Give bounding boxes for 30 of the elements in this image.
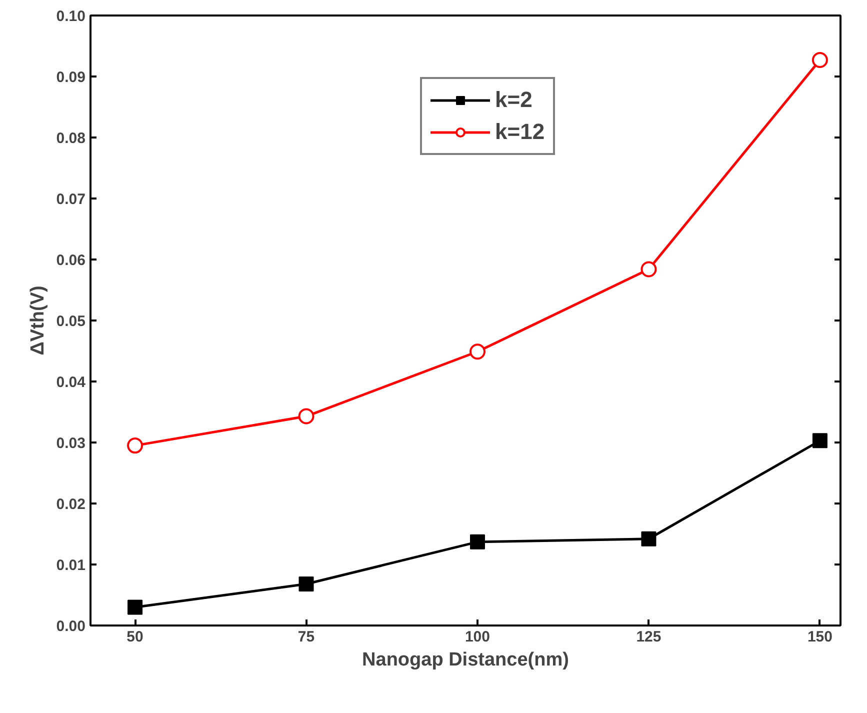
point	[812, 52, 828, 68]
y-tick-label: 0.07	[56, 191, 86, 208]
y-tick-label: 0.05	[56, 313, 86, 330]
point	[298, 576, 314, 592]
point	[469, 344, 486, 360]
y-tick-label: 0.03	[56, 435, 86, 452]
y-tick-label: 0.01	[56, 557, 86, 574]
y-tick-label: 0.08	[56, 130, 86, 147]
y-axis-title: ΔVth(V)	[27, 286, 48, 356]
legend-label: k=12	[495, 119, 545, 145]
x-tick-label: 125	[636, 628, 662, 646]
y-tick-label: 0.10	[56, 8, 86, 25]
x-tick-label: 50	[126, 628, 144, 646]
x-tick-label: 100	[464, 628, 490, 646]
y-tick-label: 0.04	[56, 374, 86, 391]
y-tick-label: 0.00	[56, 618, 86, 635]
point	[298, 408, 314, 424]
x-axis-title: Nanogap Distance(nm)	[362, 650, 569, 670]
x-tick-label: 150	[807, 628, 832, 646]
y-tick-label: 0.02	[56, 496, 86, 513]
point	[470, 534, 485, 550]
point	[640, 261, 657, 278]
legend-label: k=2	[495, 87, 532, 113]
point	[812, 433, 828, 448]
point	[127, 438, 144, 454]
y-tick-label: 0.06	[56, 252, 86, 269]
point	[128, 600, 143, 615]
y-tick-label: 0.09	[56, 69, 86, 86]
x-tick-label: 75	[298, 628, 315, 646]
point	[641, 531, 656, 546]
